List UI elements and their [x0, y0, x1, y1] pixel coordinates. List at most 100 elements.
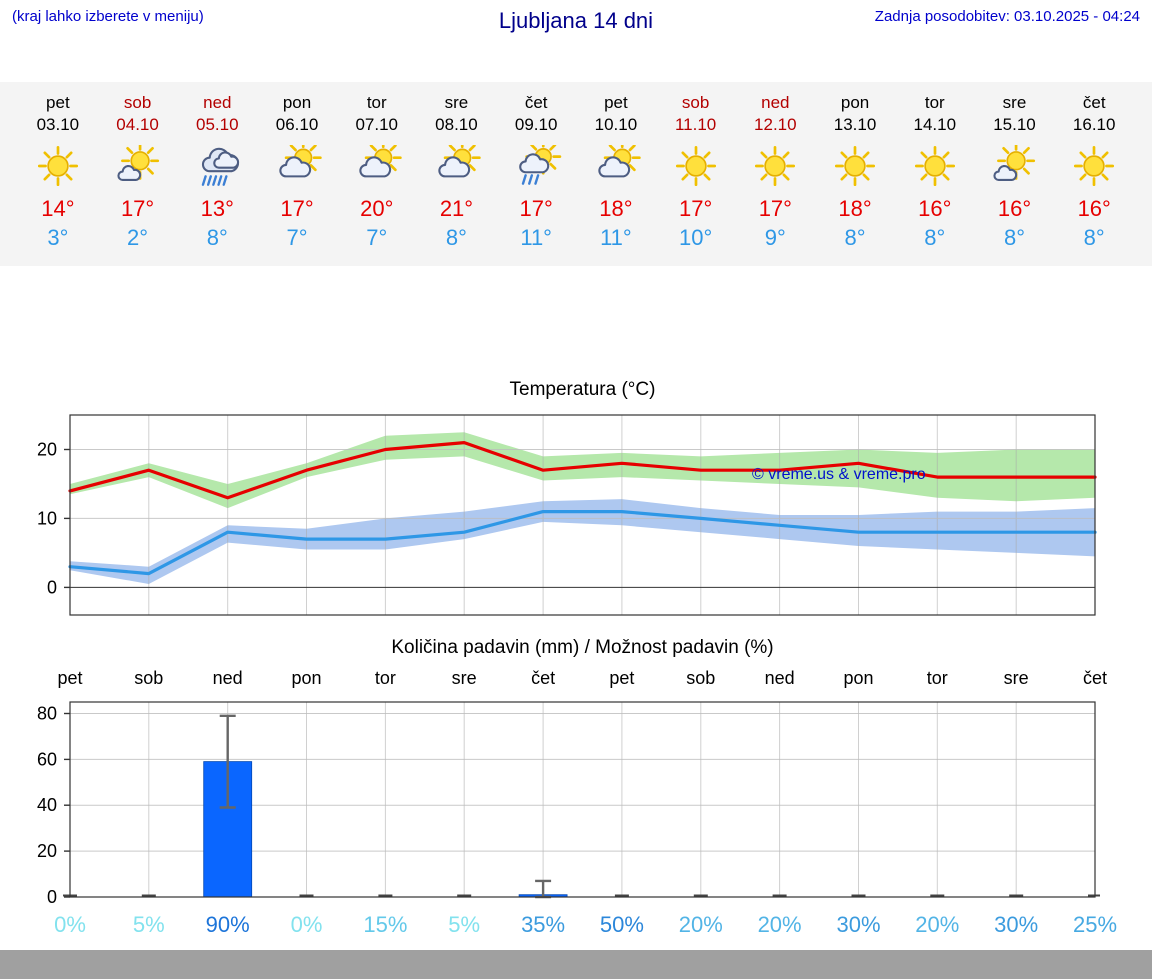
footer-bar — [0, 950, 1152, 979]
temp-y-tick: 10 — [37, 508, 57, 528]
day-date: 15.10 — [993, 115, 1036, 134]
day-name: tor — [924, 93, 945, 112]
precip-day-label: sob — [686, 668, 716, 688]
temperature-chart: 0 10 20 — [37, 414, 1097, 616]
high-temp: 17° — [120, 196, 155, 221]
min-temperature-line — [68, 509, 1097, 576]
temperature-chart-block: Temperatura (°C) 0 10 20 © vreme.us & vrem… — [0, 378, 1152, 620]
top-bar: (kraj lahko izberete v meniju) Ljubljana… — [0, 0, 1152, 34]
forecast-day: tor 14.10 16° 8° — [895, 92, 975, 252]
precip-probability: 0% — [290, 912, 323, 937]
forecast-day: pet 10.10 18° 11° — [576, 92, 656, 252]
low-temp: 8° — [1083, 225, 1105, 250]
precip-day-label: tor — [374, 668, 396, 688]
rain-icon — [177, 142, 257, 190]
day-date: 08.10 — [435, 115, 478, 134]
day-name: sre — [444, 93, 469, 112]
precip-y-tick: 60 — [37, 749, 57, 769]
precip-day-label: pet — [57, 668, 83, 688]
low-temp: 11° — [600, 225, 632, 250]
temp-y-tick: 20 — [37, 440, 57, 460]
precip-probability: 50% — [599, 912, 644, 937]
day-date: 07.10 — [355, 115, 398, 134]
watermark-link[interactable]: © vreme.us & vreme.pro — [752, 466, 926, 483]
precip-probability: 0% — [54, 912, 86, 937]
precip-y-tick: 80 — [37, 704, 57, 724]
forecast-day: pon 06.10 17° 7° — [257, 92, 337, 252]
forecast-day: pon 13.10 18° 8° — [815, 92, 895, 252]
precip-day-labels: pet sob ned pon tor sre čet pet sob ned pon tor sre č… — [0, 668, 1152, 694]
day-date: 13.10 — [833, 115, 877, 134]
day-name: čet — [524, 93, 548, 112]
day-date: 12.10 — [754, 115, 797, 134]
precip-probability-row: 0% 5% 90% 0% 15% 5% 35% 50% 20% 20% 30% 20% 30% 25% — [0, 908, 1152, 942]
precip-day-label: sre — [451, 668, 477, 688]
day-name: tor — [366, 93, 387, 112]
day-date: 11.10 — [674, 115, 717, 134]
precip-y-tick: 0 — [47, 887, 57, 906]
temp-y-tick: 0 — [47, 577, 57, 597]
precip-probability: 35% — [521, 912, 566, 937]
low-temp: 8° — [1003, 225, 1025, 250]
day-date: 05.10 — [196, 115, 239, 134]
sunny-icon — [895, 142, 975, 190]
sunny-icon — [735, 142, 815, 190]
precip-probability: 15% — [363, 912, 408, 937]
precip-day-label: ned — [764, 668, 795, 688]
forecast-day: sre 08.10 21° 8° — [417, 92, 497, 252]
low-temp: 2° — [127, 225, 149, 250]
precip-chart-title: Količina padavin (mm) / Možnost padavin … — [391, 637, 774, 658]
low-temp: 7° — [366, 225, 388, 250]
precip-error-bar — [219, 714, 236, 809]
precip-day-label: pet — [609, 668, 635, 688]
max-range-band — [70, 432, 1095, 509]
precip-day-label: pon — [291, 668, 322, 688]
high-temp: 17° — [758, 196, 792, 221]
precip-day-label: ned — [212, 668, 243, 688]
day-name: ned — [203, 93, 232, 112]
sunny-icon — [18, 142, 98, 190]
partly-cloudy-icon — [257, 142, 337, 190]
forecast-day: ned 05.10 13° 8° — [177, 92, 257, 252]
forecast-day: čet 09.10 17° 11° — [496, 92, 576, 252]
day-name: sob — [123, 93, 152, 112]
day-date: 16.10 — [1072, 115, 1116, 134]
low-temp: 8° — [445, 225, 467, 250]
max-temperature-line — [68, 440, 1097, 500]
high-temp: 16° — [1077, 196, 1111, 221]
precip-probability: 5% — [448, 912, 481, 937]
precip-probability: 5% — [132, 912, 165, 937]
high-temp: 17° — [678, 196, 713, 221]
precip-probability: 20% — [678, 912, 723, 937]
high-temp: 14° — [41, 196, 75, 221]
temperature-chart-wrap: 0 10 20 © vreme.us & vreme.pro — [0, 410, 1152, 620]
low-temp: 11° — [520, 225, 552, 250]
sunny-icon — [815, 142, 895, 190]
low-temp: 8° — [206, 225, 228, 250]
high-temp: 18° — [838, 196, 872, 221]
partly-cloudy-icon — [337, 142, 417, 190]
page-title: Ljubljana 14 dni — [498, 8, 654, 33]
low-temp: 10° — [678, 225, 713, 250]
sunny-icon — [656, 142, 736, 190]
precip-probability: 25% — [1072, 912, 1118, 937]
high-temp: 18° — [599, 196, 633, 221]
mostly-sunny-icon — [98, 142, 178, 190]
day-date: 09.10 — [514, 115, 558, 134]
partly-cloudy-icon — [417, 142, 497, 190]
forecast-day: ned 12.10 17° 9° — [735, 92, 815, 252]
high-temp: 20° — [360, 196, 394, 221]
day-date: 14.10 — [913, 115, 957, 134]
precip-day-label: sob — [134, 668, 164, 688]
low-temp: 9° — [764, 225, 786, 250]
precip-y-tick: 20 — [37, 841, 57, 861]
day-date: 10.10 — [594, 115, 638, 134]
precip-day-label: sre — [1003, 668, 1029, 688]
high-temp: 13° — [200, 196, 234, 221]
day-date: 04.10 — [116, 115, 159, 134]
temperature-chart-title: Temperatura (°C) — [509, 379, 656, 400]
forecast-strip: pet 03.10 14° 3° sob 04.10 17° 2° ned 05.10 13° 8° p… — [0, 82, 1152, 266]
high-temp: 21° — [439, 196, 474, 221]
precip-probability: 20% — [915, 912, 960, 937]
day-name: sob — [681, 93, 710, 112]
